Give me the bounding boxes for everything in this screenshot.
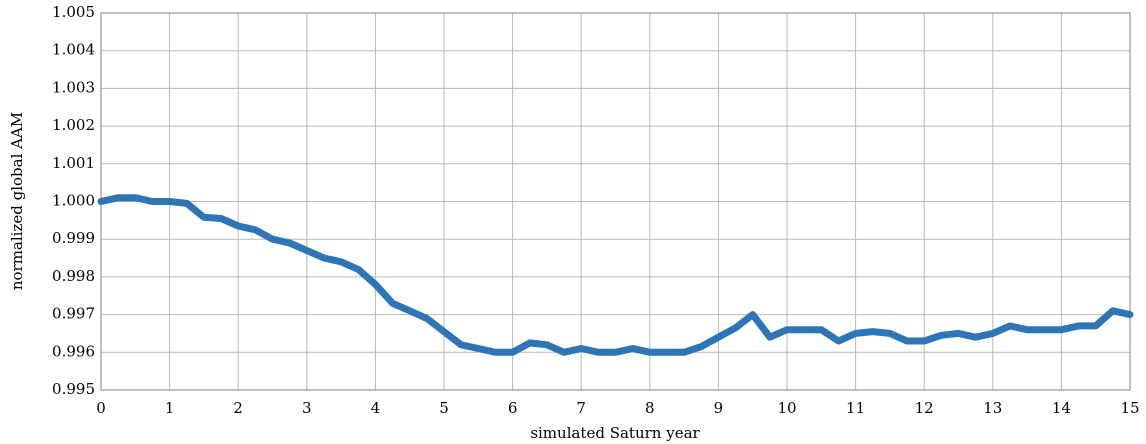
y-tick-label: 0.998 <box>52 267 95 285</box>
y-axis-label: normalized global AAM <box>8 112 26 290</box>
y-tick-label: 0.996 <box>52 342 95 360</box>
x-tick-label: 15 <box>1120 399 1139 417</box>
x-tick-label: 6 <box>508 399 518 417</box>
y-tick-label: 0.999 <box>52 229 95 247</box>
data-line <box>97 194 1134 356</box>
x-tick-label: 10 <box>777 399 796 417</box>
x-tick-label: 13 <box>983 399 1002 417</box>
x-tick-label: 5 <box>439 399 449 417</box>
x-axis-label: simulated Saturn year <box>530 424 700 442</box>
y-tick-label: 1.002 <box>52 116 95 134</box>
x-tick-label: 3 <box>302 399 312 417</box>
x-tick-label: 0 <box>96 399 106 417</box>
x-tick-label: 8 <box>645 399 655 417</box>
x-tick-label: 14 <box>1052 399 1071 417</box>
x-tick-label: 12 <box>915 399 934 417</box>
y-tick-label: 1.005 <box>52 3 95 21</box>
y-tick-label: 1.000 <box>52 192 95 210</box>
y-tick-label: 0.995 <box>52 380 95 398</box>
y-tick-label: 1.004 <box>52 41 95 59</box>
x-tick-label: 7 <box>576 399 586 417</box>
x-tick-label: 2 <box>233 399 243 417</box>
x-tick-label: 1 <box>165 399 175 417</box>
x-tick-label: 4 <box>371 399 381 417</box>
x-tick-label: 11 <box>846 399 865 417</box>
x-tick-label: 9 <box>714 399 724 417</box>
y-tick-label: 1.003 <box>52 78 95 96</box>
y-tick-label: 1.001 <box>52 154 95 172</box>
y-tick-label: 0.997 <box>52 305 95 323</box>
